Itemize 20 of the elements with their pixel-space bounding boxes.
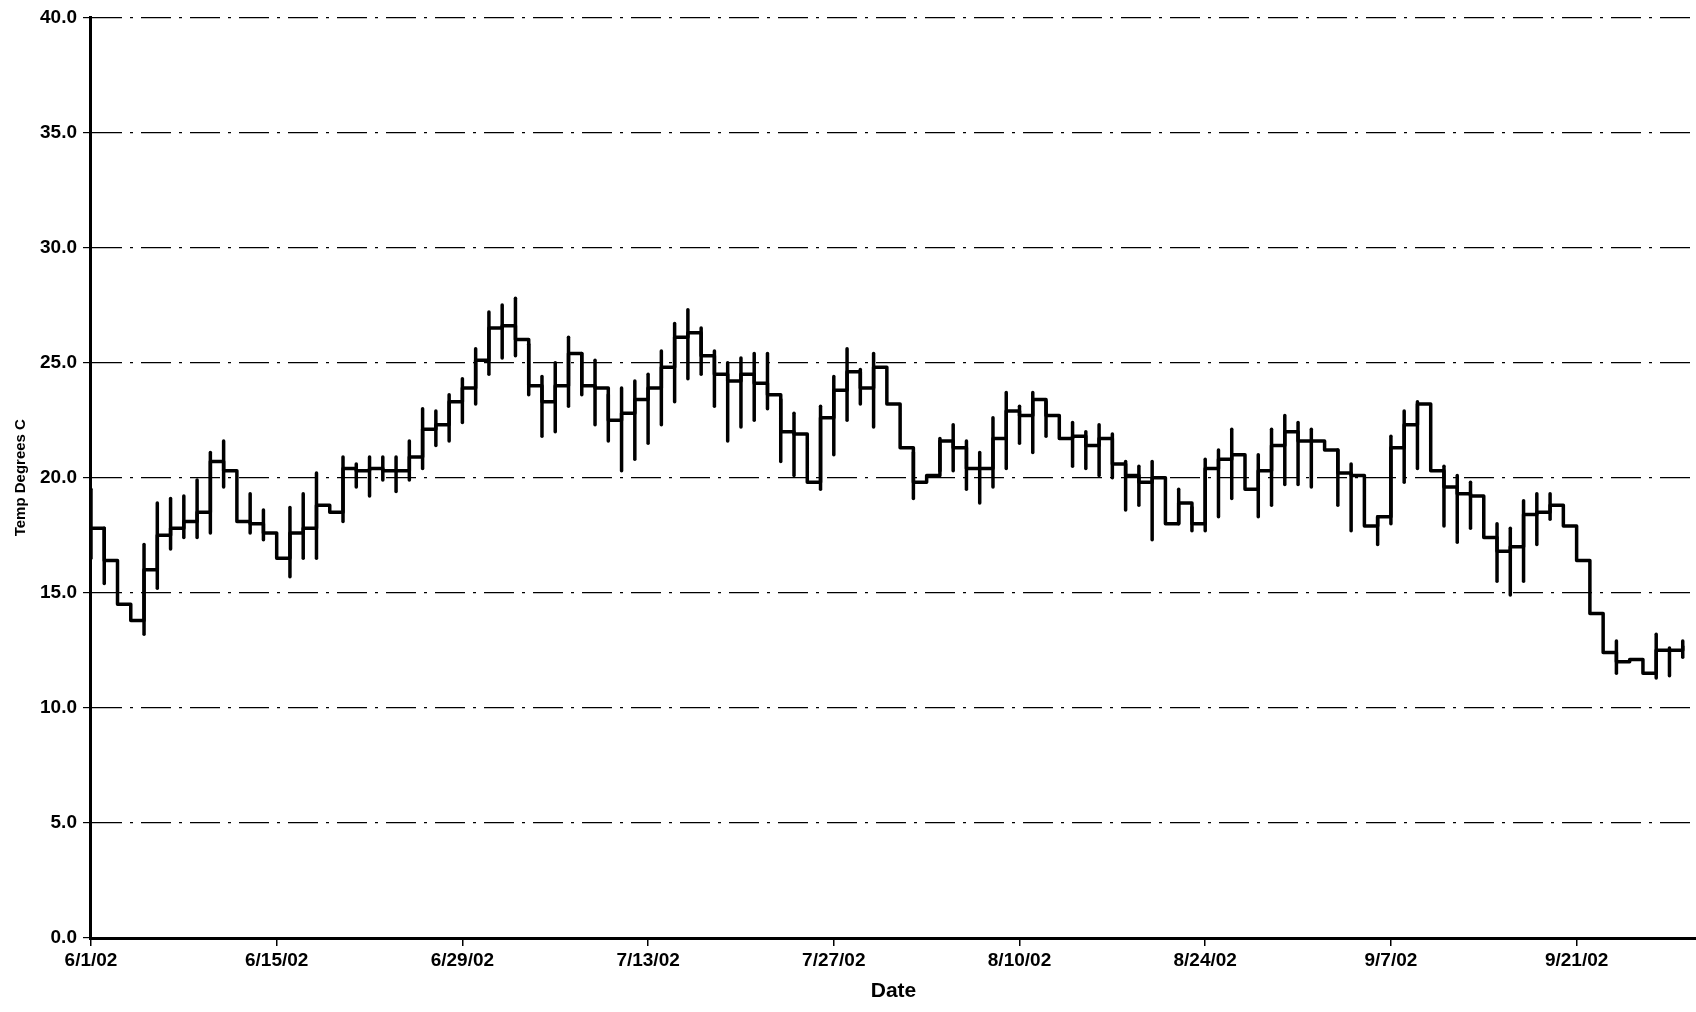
- x-tick-label: 6/1/02: [64, 948, 118, 970]
- x-tick-label: 9/7/02: [1364, 948, 1418, 970]
- y-tick-label: 15.0: [40, 581, 77, 603]
- y-tick-label: 30.0: [40, 235, 77, 257]
- x-tick-label: 7/13/02: [616, 948, 680, 970]
- x-axis-title: Date: [870, 978, 917, 1002]
- x-tick-label: 8/10/02: [987, 948, 1052, 970]
- x-tick-label: 6/29/02: [430, 948, 495, 970]
- y-tick-label: 10.0: [40, 696, 77, 718]
- x-tick-label: 7/27/02: [802, 948, 866, 970]
- y-tick-label: 40.0: [40, 5, 77, 27]
- y-tick-label: 0.0: [50, 926, 77, 948]
- y-tick-label: 5.0: [50, 811, 77, 833]
- y-tick-label: 25.0: [40, 350, 77, 372]
- x-tick-label: 9/21/02: [1544, 948, 1609, 970]
- x-tick-label: 8/24/02: [1173, 948, 1237, 970]
- y-tick-label: 35.0: [40, 120, 77, 142]
- y-axis-title: Temp Degrees C: [11, 418, 29, 537]
- x-tick-label: 6/15/02: [244, 948, 309, 970]
- y-tick-label: 20.0: [40, 465, 77, 487]
